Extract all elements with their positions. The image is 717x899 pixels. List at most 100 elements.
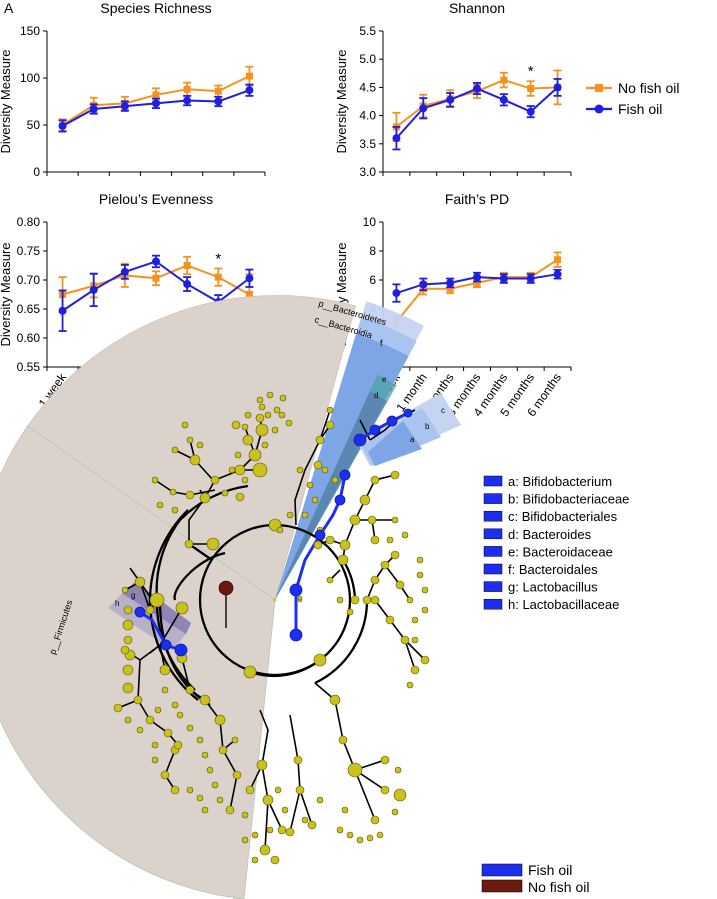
data-point [214,87,222,95]
cladogram: p__Firmicutes p__Bacteroidetes c__Bacter… [0,295,461,899]
y-tick-label: 150 [20,24,40,38]
tree-node [256,759,268,771]
tree-node [301,511,309,519]
tree-node [201,806,209,814]
y-tick-label: 3.0 [359,165,376,179]
tree-node [242,434,254,446]
cladogram-group-legend: Fish oil No fish oil [481,862,589,895]
tree-node [391,808,399,816]
tree-node [245,785,255,795]
tree-node [241,476,249,484]
tree-node [159,664,171,676]
tree-node [184,539,194,549]
tree-node [293,755,303,765]
tree-node [199,492,211,504]
data-point [499,274,508,283]
tree-node [134,576,146,588]
label-g: g [131,591,135,600]
series-fish-oil [58,83,254,133]
tree-node [181,421,189,429]
taxa-label: g: Lactobacillus [508,580,598,595]
tree-node [395,580,405,590]
tree-node [380,755,390,765]
tree-node [122,664,134,676]
tree-node [338,735,348,745]
tree-node [274,786,282,794]
taxa-label: b: Bifidobacteriaceae [508,492,629,507]
tree-node [123,605,133,615]
tree-node [366,834,374,842]
tree-node [380,560,390,570]
y-axis-label: Diversity Measure [0,49,13,153]
tree-node [186,724,194,732]
y-tick-label: 3.5 [359,137,376,151]
tree-node [145,605,155,615]
tree-node [256,396,264,404]
tree-node-no-fish-oil [218,580,234,596]
tree-node [189,454,201,466]
tree-node [255,413,265,423]
data-point [419,280,428,289]
tree-node [214,714,226,726]
tree-node-fish-oil [289,628,303,642]
group-swatch-fish-oil [481,863,523,877]
taxa-label: h: Lactobacillaceae [508,597,619,612]
tree-node [337,554,349,566]
tree-node-fish-oil [174,643,188,657]
tree-node [264,411,272,419]
tree-node [406,596,414,604]
tree-node [259,844,271,856]
y-tick-label: 0.60 [17,331,41,345]
tree-node [151,741,159,749]
data-point [392,134,401,143]
tree-node [370,815,380,825]
tree-node [243,665,257,679]
series-fish-oil [392,268,562,303]
legend-marker-fish-oil [594,104,604,114]
tree-node [391,516,399,524]
y-tick-label: 0.65 [17,302,41,316]
tree-node [385,615,395,625]
series-legend: No fish oil Fish oil [586,80,679,117]
chart-title: Species Richness [100,0,211,16]
tree-node [277,825,287,835]
significance-star: * [528,63,534,80]
tree-node-fish-oil [369,424,381,436]
tree-node [196,441,204,449]
tree-node [295,785,305,795]
data-point [554,256,562,264]
tree-node [241,811,249,819]
tree-node [255,423,269,437]
data-point [446,278,455,287]
tree-node [234,464,246,476]
tree-node [370,575,380,585]
tree-node [279,394,287,402]
tree-node [410,665,420,675]
taxa-label: d: Bacteroides [508,527,592,542]
tree-node [416,556,424,564]
firmicutes-sector-fill [0,425,276,899]
label-f: f [380,338,383,348]
tree-node [400,635,410,645]
tree-node [349,514,361,526]
taxa-swatch [483,510,503,522]
tree-node [276,526,284,534]
tree-node [367,515,377,525]
tree-node [316,796,324,804]
tree-root [273,598,277,602]
tree-node [235,492,245,502]
chart-title: Shannon [449,0,505,16]
data-point [527,85,535,93]
tree-node [261,441,269,449]
tree-node [370,475,380,485]
tree-node-fish-oil [339,469,351,481]
tree-node [307,820,317,830]
label-h: h [115,599,119,608]
tree-node [210,475,220,485]
tree-node [394,766,402,774]
taxa-swatch [483,581,503,592]
data-point [446,285,454,293]
tree-node [370,535,380,545]
data-point [526,274,535,283]
series-no-fish-oil [392,251,562,329]
